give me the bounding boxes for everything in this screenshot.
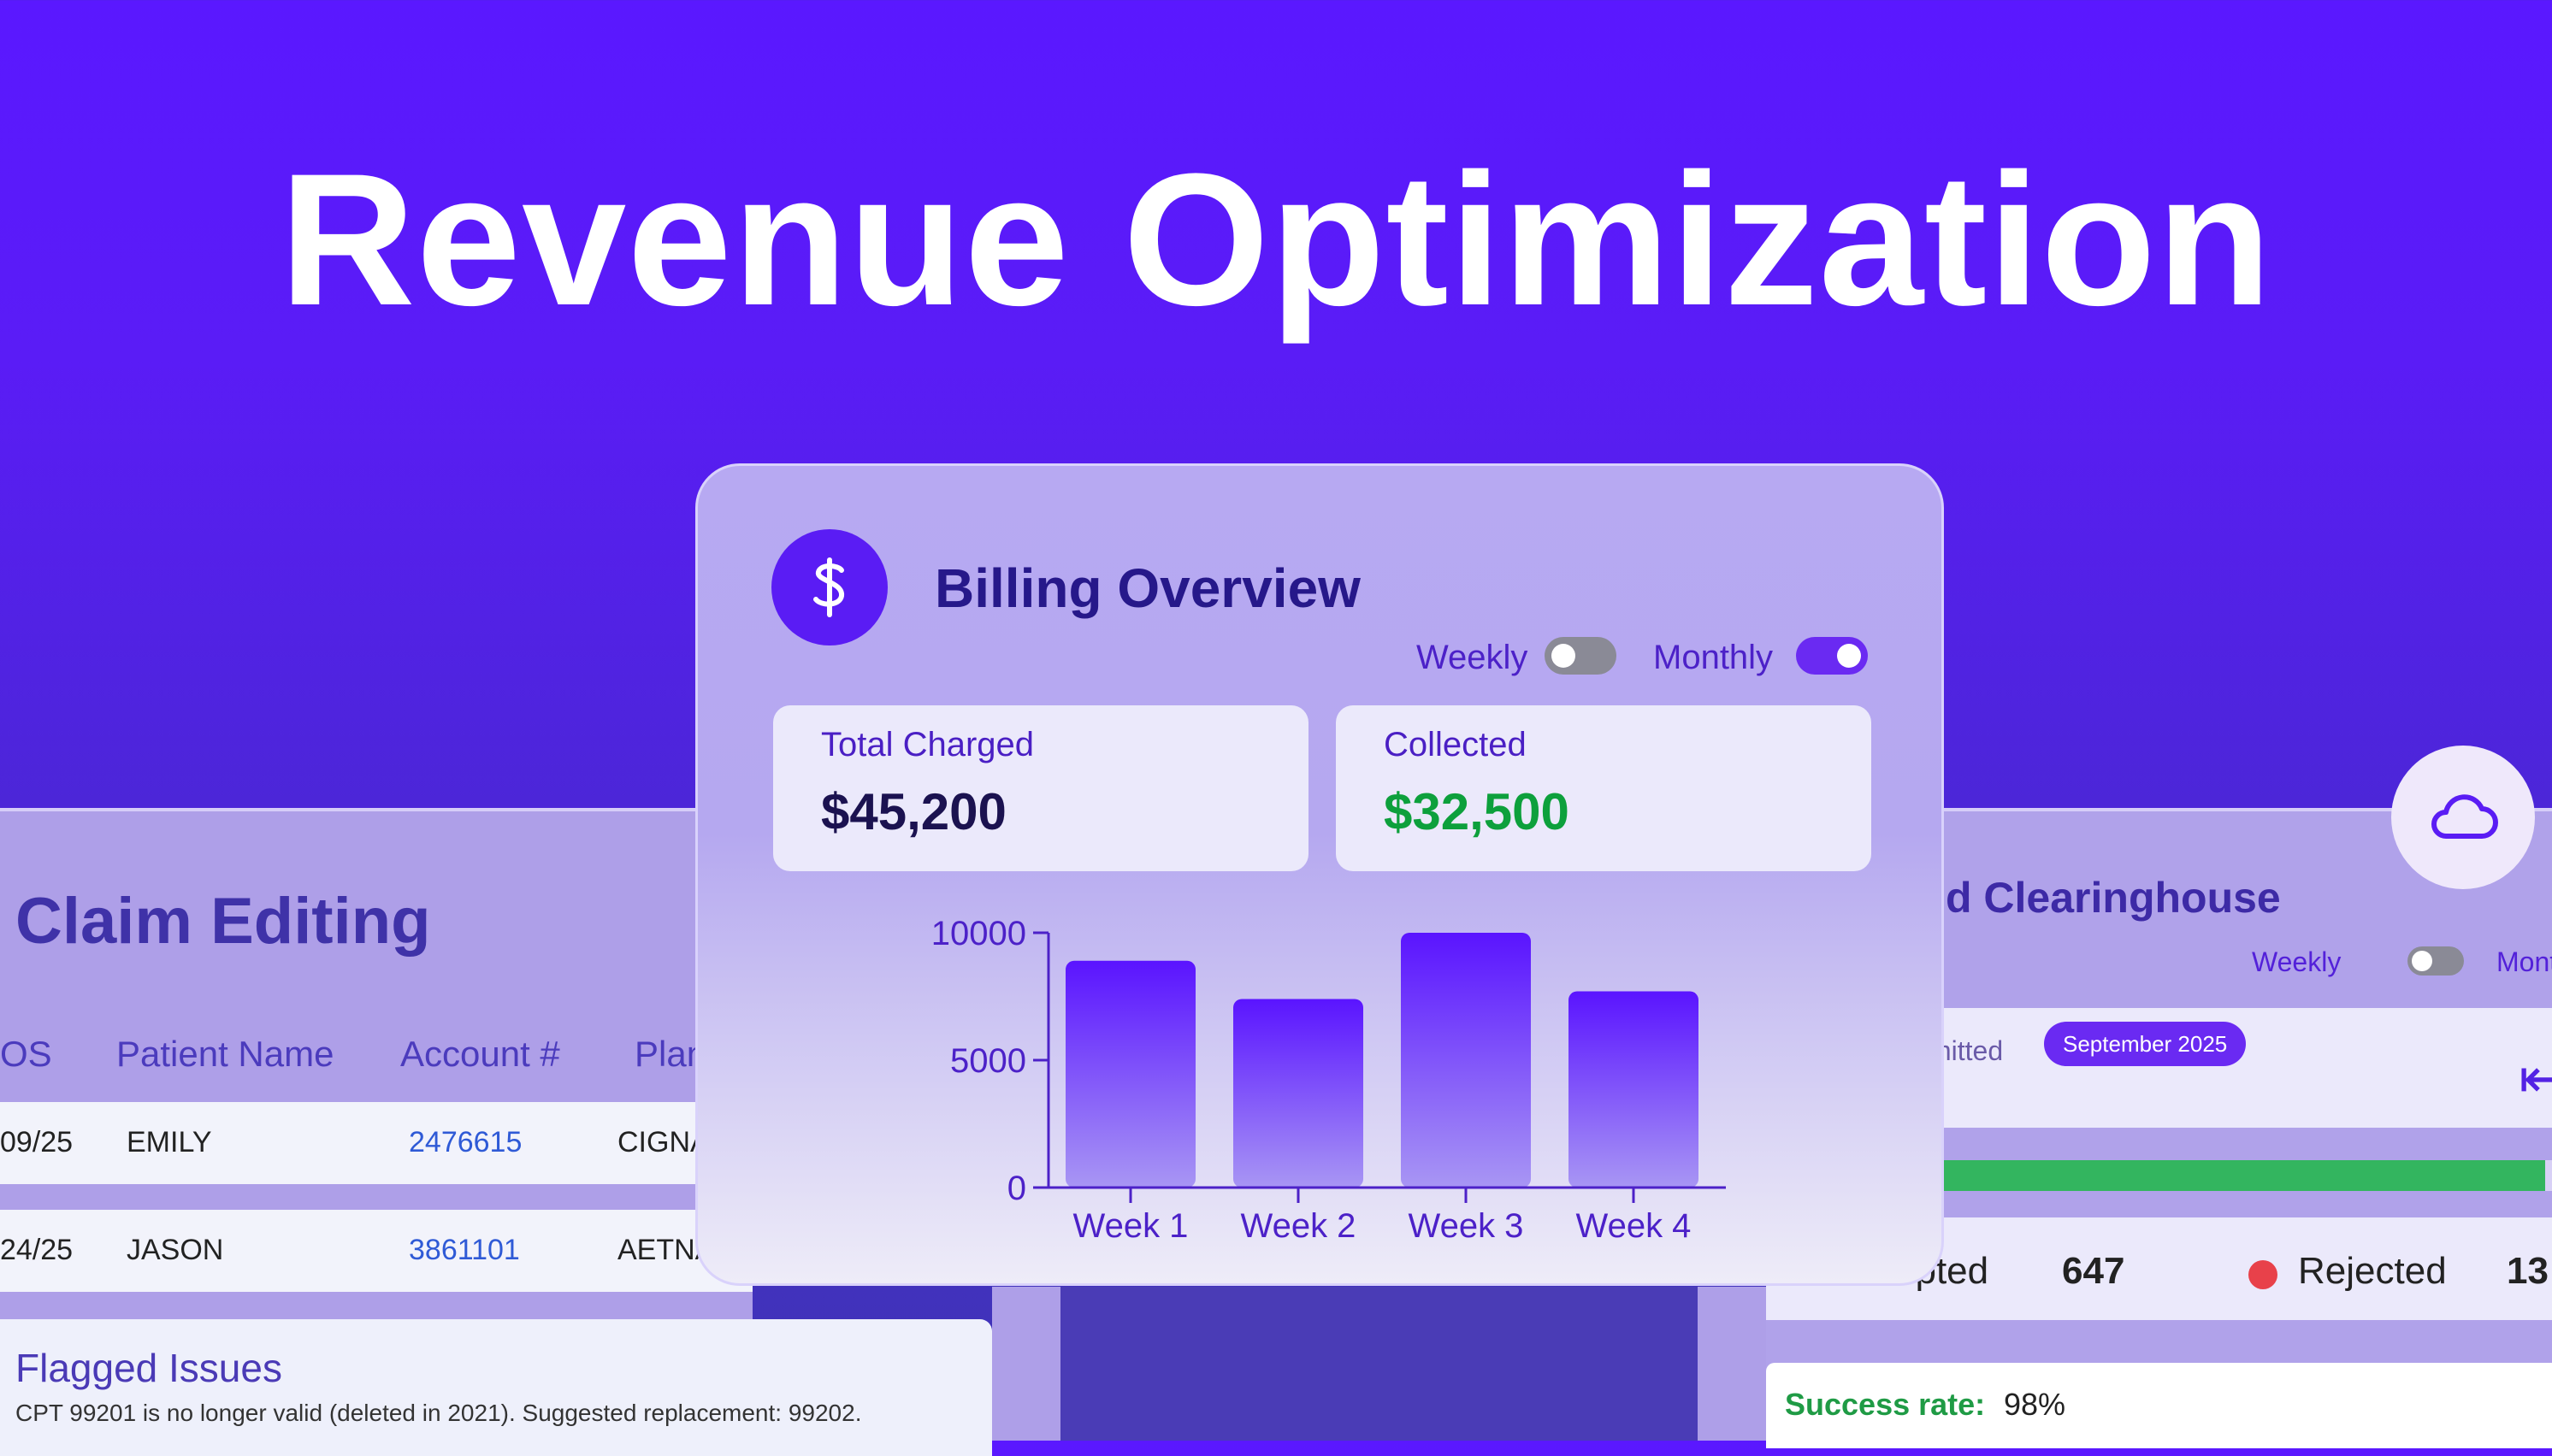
collected-value: $32,500: [1384, 783, 1569, 840]
column-header-dos[interactable]: OS: [0, 1034, 52, 1074]
y-tick-label: 5000: [950, 1042, 1026, 1080]
cloud-button[interactable]: [2391, 746, 2535, 889]
y-tick-label: 10000: [931, 915, 1026, 952]
claims-table-header: OS Patient Name Account # Plan: [0, 1034, 753, 1085]
clearinghouse-panel: d Clearinghouse Weekly Monthly mitted Se…: [1766, 808, 2552, 1448]
x-tick-label: Week 4: [1576, 1207, 1692, 1245]
column-header-account[interactable]: Account #: [400, 1034, 560, 1074]
weekly-billing-bar-chart: Week 1 Week 2 Week 3 Week 4 0 5000 10000: [931, 915, 1726, 1245]
flagged-issue-text: CPT 99201 is no longer valid (deleted in…: [15, 1400, 862, 1426]
month-badge[interactable]: September 2025: [2044, 1022, 2247, 1066]
clearinghouse-toggle-group: Weekly Monthly: [2252, 946, 2552, 981]
rejected-count: 13: [2507, 1250, 2549, 1292]
arrow-left-icon[interactable]: ⇤: [2519, 1047, 2552, 1109]
claim-editing-title: Claim Editing: [15, 885, 431, 958]
total-charged-card: Total Charged $45,200: [773, 705, 1308, 871]
table-row[interactable]: 09/25 EMILY 2476615 CIGNA: [0, 1102, 753, 1184]
toggle-weekly-label: Weekly: [2252, 946, 2342, 977]
column-header-plan[interactable]: Plan: [635, 1034, 707, 1074]
account-link[interactable]: 2476615: [409, 1126, 523, 1158]
table-row[interactable]: 24/25 JASON 3861101 AETNA: [0, 1210, 753, 1292]
collected-card: Collected $32,500: [1336, 705, 1871, 871]
cell-patient: EMILY: [127, 1126, 212, 1158]
x-tick-label: Week 2: [1241, 1207, 1356, 1245]
success-rate-label: Success rate:: [1785, 1387, 1986, 1422]
dollar-glyph: [813, 557, 844, 617]
weekly-toggle[interactable]: [1545, 637, 1616, 675]
toggle-knob: [2412, 951, 2432, 971]
bar-4: [1568, 991, 1698, 1188]
y-tick-label: 0: [1007, 1170, 1026, 1207]
flagged-issues-card: Flagged Issues CPT 99201 is no longer va…: [0, 1319, 992, 1456]
bar-1: [1066, 960, 1196, 1188]
monthly-toggle-label: Monthly: [1653, 639, 1774, 676]
cell-date: 09/25: [0, 1126, 74, 1158]
accepted-count: 647: [2062, 1250, 2125, 1292]
column-header-patient-name[interactable]: Patient Name: [116, 1034, 334, 1074]
billing-overview-title: Billing Overview: [935, 557, 1361, 619]
hero-title: Revenue Optimization: [279, 134, 2273, 345]
toggle-knob: [1837, 644, 1861, 668]
total-charged-label: Total Charged: [821, 726, 1035, 763]
cell-plan: CIGNA: [617, 1126, 710, 1158]
toggle-monthly-label: Monthly: [2496, 946, 2552, 977]
success-rate-value: 98%: [2004, 1387, 2066, 1422]
flagged-issues-title: Flagged Issues: [15, 1346, 282, 1390]
clearinghouse-title: d Clearinghouse: [1946, 874, 2281, 922]
billing-overview-card: Billing Overview Weekly Monthly Total Ch…: [695, 463, 1944, 1286]
account-link[interactable]: 3861101: [409, 1234, 520, 1266]
weekly-toggle[interactable]: [2407, 946, 2464, 976]
rejected-status-dot: [2248, 1260, 2277, 1289]
cell-date: 24/25: [0, 1234, 74, 1266]
panel-divider: [992, 1287, 1060, 1441]
bar-3: [1401, 933, 1531, 1188]
x-tick-label: Week 3: [1409, 1207, 1524, 1245]
x-tick-label: Week 1: [1073, 1207, 1189, 1245]
center-background-strip: [1060, 1287, 1698, 1441]
rejected-label: Rejected: [2298, 1250, 2447, 1292]
cloud-icon: [2431, 794, 2498, 839]
monthly-toggle[interactable]: [1796, 637, 1868, 675]
collected-label: Collected: [1384, 726, 1527, 763]
cell-patient: JASON: [127, 1234, 224, 1266]
panel-divider: [1698, 1287, 1766, 1441]
total-charged-value: $45,200: [821, 783, 1007, 840]
toggle-knob: [1551, 644, 1575, 668]
dollar-icon: [771, 529, 888, 645]
bar-2: [1233, 999, 1363, 1188]
weekly-toggle-label: Weekly: [1416, 639, 1528, 676]
success-rate-card: Success rate: 98%: [1766, 1363, 2552, 1448]
